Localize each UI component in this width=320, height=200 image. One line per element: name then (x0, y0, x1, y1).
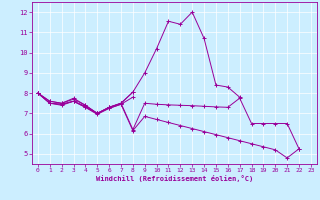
X-axis label: Windchill (Refroidissement éolien,°C): Windchill (Refroidissement éolien,°C) (96, 175, 253, 182)
